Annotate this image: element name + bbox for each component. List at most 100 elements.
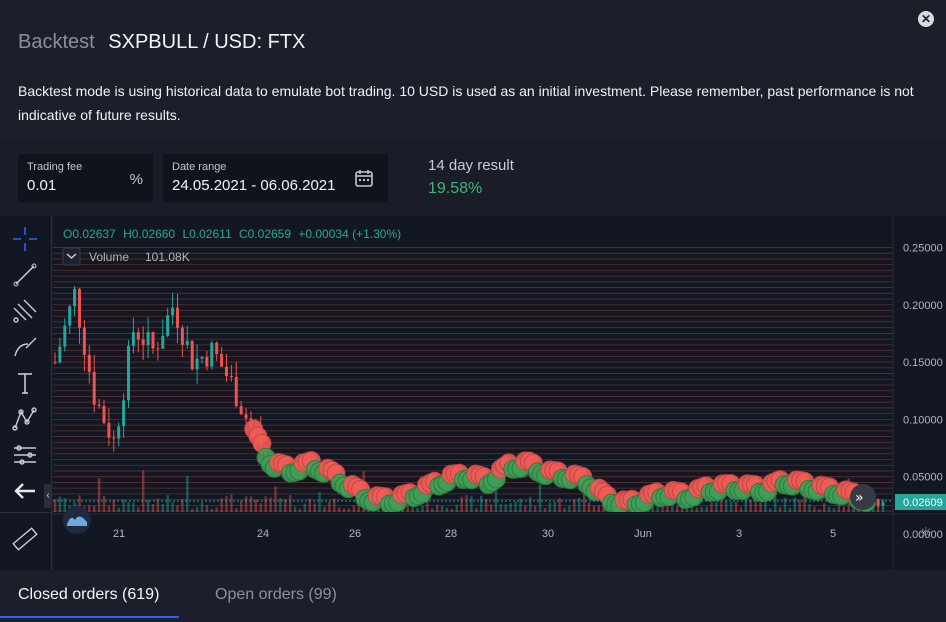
candle-body <box>102 405 106 423</box>
volume-bar <box>798 500 801 512</box>
brush-icon[interactable] <box>10 332 40 362</box>
volume-bar <box>715 501 718 512</box>
candle-body <box>210 342 214 367</box>
volume-bar <box>440 505 444 512</box>
date-range-value[interactable]: 24.05.2021 - 06.06.2021 <box>172 177 336 194</box>
tab-open-orders[interactable]: Open orders (99) <box>215 586 337 603</box>
percent-suffix: % <box>129 171 143 188</box>
price-tick-label: 0.15000 <box>903 357 943 369</box>
candle-body <box>244 414 248 419</box>
back-arrow-icon[interactable] <box>10 476 40 506</box>
candle-body <box>161 335 165 349</box>
candle-body <box>92 371 96 405</box>
volume-bar <box>279 498 282 512</box>
candle-body <box>63 325 67 347</box>
trading-fee-field[interactable]: Trading fee 0.01 % <box>18 154 153 202</box>
volume-bar <box>558 497 561 512</box>
volume-bar <box>166 495 169 512</box>
candle-body <box>53 362 57 364</box>
candle-body <box>166 315 170 336</box>
volume-bar <box>455 504 458 512</box>
tab-closed-orders[interactable]: Closed orders (619) <box>18 586 160 603</box>
date-range-label: Date range <box>172 161 227 173</box>
volume-bar <box>764 500 767 512</box>
volume-bar <box>313 503 316 512</box>
price-chart[interactable]: 0.25000 0.20000 0.15000 0.10000 0.05000 0.000… <box>53 216 946 570</box>
volume-bar <box>778 507 782 512</box>
volume-bar <box>573 499 576 512</box>
date-tick-label: Jun <box>634 528 652 540</box>
volume-bar <box>235 508 238 512</box>
candle-body <box>876 499 880 506</box>
time-axis-area <box>53 512 893 570</box>
ruler-icon[interactable] <box>10 524 40 554</box>
volume-bar <box>58 496 62 512</box>
candle-body <box>97 404 101 406</box>
volume-bar <box>107 505 111 512</box>
trading-fee-value[interactable]: 0.01 <box>27 177 57 194</box>
volume-bar <box>700 506 703 512</box>
volume-bar <box>205 504 209 512</box>
volume-bar <box>489 504 493 512</box>
date-tick-label: 30 <box>542 528 554 540</box>
volume-bar <box>337 507 341 512</box>
volume-bar <box>53 499 57 512</box>
ohlc-close: C0.02659 <box>239 227 291 241</box>
volume-bar <box>450 508 454 512</box>
candle-body <box>200 357 204 359</box>
volume-bar <box>504 504 507 512</box>
volume-bar <box>176 505 179 512</box>
volume-bar <box>754 498 757 512</box>
volume-bar <box>524 505 527 512</box>
volume-bar <box>808 504 811 512</box>
date-tick-label: 24 <box>257 528 269 540</box>
settings-gear-icon: ☼ <box>919 524 932 542</box>
volume-bar <box>97 478 101 512</box>
close-icon[interactable]: ✕ <box>918 11 934 27</box>
volume-bar <box>480 495 483 512</box>
date-range-field[interactable]: Date range 24.05.2021 - 06.06.2021 <box>163 154 388 202</box>
crosshair-icon[interactable] <box>10 224 40 254</box>
volume-bar <box>225 495 228 512</box>
volume-bar <box>137 507 140 512</box>
backtest-controls: Trading fee 0.01 % Date range 24.05.2021… <box>0 140 946 216</box>
active-tab-indicator <box>0 616 179 618</box>
volume-bar <box>181 499 184 512</box>
prediction-icon[interactable] <box>10 440 40 470</box>
volume-bar <box>827 506 831 512</box>
pattern-icon[interactable] <box>10 404 40 434</box>
trend-line-icon[interactable] <box>10 260 40 290</box>
volume-bar <box>151 503 155 512</box>
pitchfork-icon[interactable] <box>10 296 40 326</box>
candle-body <box>220 353 224 367</box>
volume-bar <box>63 498 66 512</box>
calendar-icon[interactable] <box>354 168 374 188</box>
volume-label: Volume <box>89 250 129 264</box>
volume-bar <box>661 504 664 512</box>
date-tick-label: 5 <box>830 528 836 540</box>
date-tick-label: 28 <box>445 528 457 540</box>
result-label: 14 day result <box>428 157 514 174</box>
volume-bar <box>783 497 787 512</box>
collapse-toolbar-button[interactable]: ‹ <box>44 484 52 508</box>
candle-body <box>141 339 145 346</box>
candle-body <box>146 332 150 346</box>
volume-bar <box>592 505 596 512</box>
ohlc-legend: O0.02637 H0.02660 L0.02611 C0.02659 +0.0… <box>63 227 401 241</box>
volume-bar <box>171 502 174 512</box>
volume-bar <box>710 502 713 512</box>
candle-body <box>58 346 62 363</box>
volume-bar <box>357 500 360 512</box>
candle-body <box>68 306 72 326</box>
volume-bar <box>426 495 429 512</box>
volume-bar <box>872 506 875 512</box>
candle-body <box>126 345 130 401</box>
drawing-toolbar: ‹ <box>0 216 52 588</box>
volume-bar <box>514 501 517 512</box>
volume-bar <box>445 507 449 512</box>
text-tool-icon[interactable] <box>10 368 40 398</box>
date-tick-label: 21 <box>113 528 125 540</box>
candle-body <box>171 307 175 316</box>
price-tick-label: 0.00000 <box>903 529 943 541</box>
volume-bar <box>244 496 248 512</box>
